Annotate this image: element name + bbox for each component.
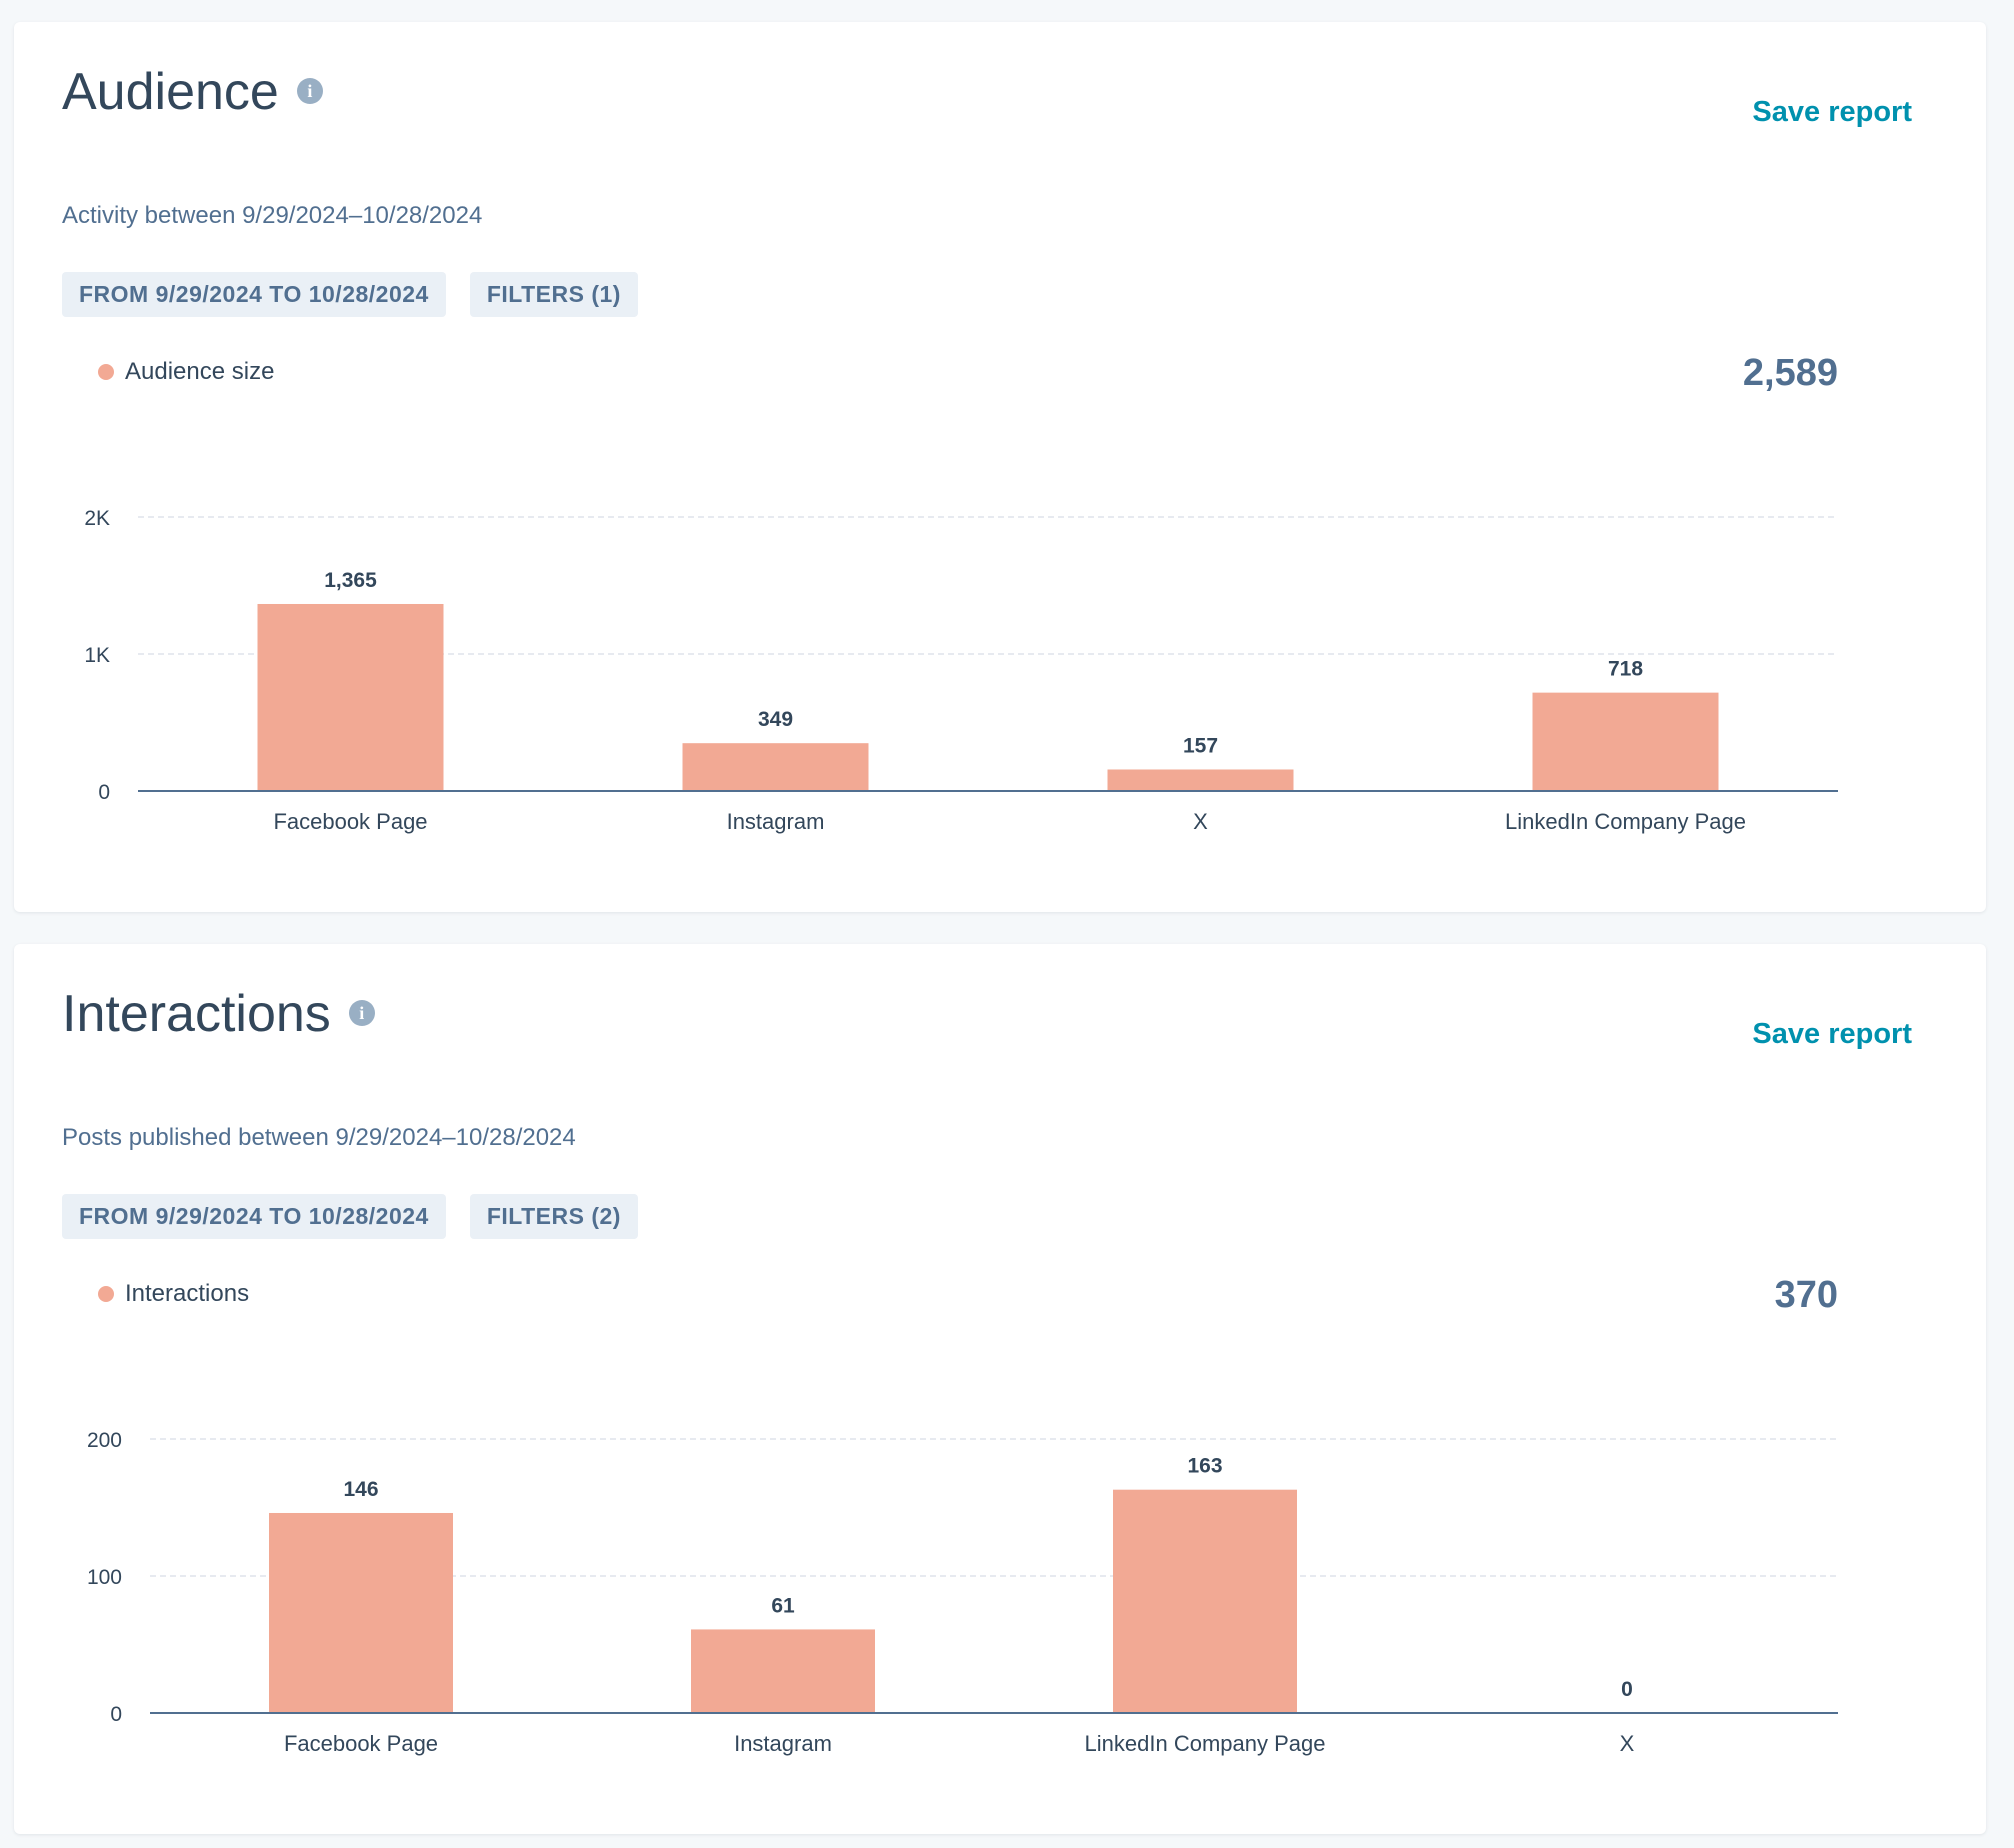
- legend-dot: [98, 1286, 114, 1302]
- filters-chip[interactable]: FILTERS (1): [469, 272, 638, 317]
- bar: [1113, 1489, 1297, 1713]
- interactions-title-row: Interactions i: [62, 988, 375, 1040]
- audience-total: 2,589: [1742, 352, 1838, 394]
- legend-label: Interactions: [125, 1280, 250, 1307]
- y-tick-label: 2K: [84, 507, 110, 530]
- audience-bar-chart: 0 1K 2K 1,365 Facebook Page 349 Instagram 157 X 7…: [84, 507, 1838, 834]
- x-tick-label: LinkedIn Company Page: [1085, 1731, 1326, 1756]
- info-icon[interactable]: i: [296, 78, 323, 105]
- y-tick-label: 200: [87, 1429, 122, 1452]
- interactions-bar-chart: 0 100 200 146 Facebook Page 61 Instagram 163 Lin…: [87, 1429, 1838, 1756]
- save-report-button[interactable]: Save report: [1752, 1018, 1912, 1050]
- bar: [1107, 769, 1294, 791]
- interactions-subtitle: Posts published between 9/29/2024–10/28/…: [62, 1124, 576, 1151]
- audience-filter-chips: FROM 9/29/2024 TO 10/28/2024 FILTERS (1): [62, 272, 638, 317]
- data-label: 349: [758, 708, 793, 731]
- bar: [691, 1629, 875, 1713]
- y-tick-label: 1K: [84, 644, 110, 667]
- data-label: 1,365: [324, 569, 377, 592]
- y-tick-label: 0: [110, 1703, 122, 1726]
- x-tick-label: LinkedIn Company Page: [1505, 809, 1746, 834]
- data-label: 146: [343, 1478, 378, 1501]
- date-range-chip[interactable]: FROM 9/29/2024 TO 10/28/2024: [62, 272, 446, 317]
- info-icon[interactable]: i: [348, 1000, 375, 1027]
- data-label: 0: [1621, 1678, 1633, 1701]
- x-tick-label: X: [1193, 809, 1208, 834]
- date-range-chip[interactable]: FROM 9/29/2024 TO 10/28/2024: [62, 1194, 446, 1239]
- y-tick-label: 100: [87, 1566, 122, 1589]
- bar: [1532, 692, 1719, 791]
- interactions-title: Interactions: [62, 985, 331, 1043]
- bar: [269, 1512, 453, 1713]
- legend-label: Audience size: [125, 358, 275, 385]
- data-label: 157: [1183, 734, 1218, 757]
- x-tick-label: X: [1620, 1731, 1635, 1756]
- interactions-filter-chips: FROM 9/29/2024 TO 10/28/2024 FILTERS (2): [62, 1194, 638, 1239]
- x-tick-label: Instagram: [727, 809, 825, 834]
- bar: [682, 743, 869, 791]
- filters-chip[interactable]: FILTERS (2): [469, 1194, 638, 1239]
- audience-title-row: Audience i: [62, 66, 323, 118]
- x-tick-label: Facebook Page: [284, 1731, 438, 1756]
- x-tick-label: Facebook Page: [273, 809, 427, 834]
- audience-card: Audience i Save report Activity between 9…: [14, 22, 1986, 912]
- audience-subtitle: Activity between 9/29/2024–10/28/2024: [62, 202, 483, 229]
- data-label: 718: [1608, 658, 1643, 681]
- audience-legend: Audience size: [98, 358, 274, 386]
- legend-dot: [98, 364, 114, 380]
- bar: [257, 603, 444, 791]
- y-tick-label: 0: [98, 781, 110, 804]
- data-label: 163: [1187, 1455, 1222, 1478]
- save-report-button[interactable]: Save report: [1752, 96, 1912, 128]
- audience-title: Audience: [62, 63, 279, 121]
- x-tick-label: Instagram: [734, 1731, 832, 1756]
- interactions-card: Interactions i Save report Posts publishe…: [14, 944, 1986, 1834]
- interactions-legend: Interactions: [98, 1280, 249, 1308]
- data-label: 61: [771, 1594, 795, 1617]
- interactions-total: 370: [1774, 1274, 1838, 1316]
